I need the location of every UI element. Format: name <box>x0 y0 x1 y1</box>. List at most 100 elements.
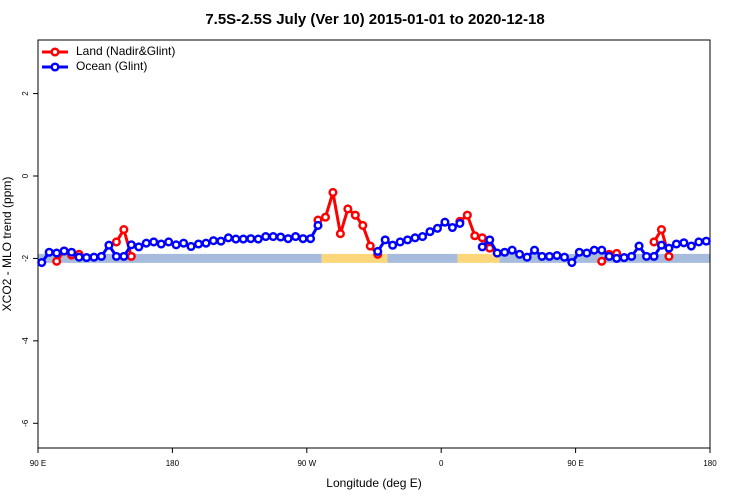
series-point <box>298 234 308 244</box>
series-point <box>373 246 383 256</box>
series-point <box>597 245 607 255</box>
legend-marker <box>50 62 60 72</box>
series-point <box>403 235 413 245</box>
series-point <box>395 237 405 247</box>
series-point <box>89 252 99 262</box>
y-axis-label: XCO2 - MLO trend (ppm) <box>0 177 14 312</box>
y-tick-label: 0 <box>21 173 30 178</box>
series-point <box>597 256 607 266</box>
series-point <box>477 242 487 252</box>
series-point <box>358 220 368 231</box>
series-point <box>425 227 435 237</box>
series-point <box>59 246 69 256</box>
series-point <box>410 233 420 243</box>
series-point <box>500 247 510 257</box>
series-point <box>44 247 54 257</box>
series-point <box>462 210 472 220</box>
series-point <box>485 235 495 245</box>
series-point <box>515 249 525 259</box>
series-point <box>52 256 62 266</box>
y-tick-label: -4 <box>21 337 30 345</box>
x-tick-label: 0 <box>439 459 444 468</box>
series-point <box>223 233 233 243</box>
series-point <box>649 251 659 261</box>
series-point <box>679 238 689 248</box>
series-point <box>656 240 667 250</box>
series-point <box>305 234 316 244</box>
y-tick-label: 2 <box>21 91 30 96</box>
x-tick-label: 180 <box>166 459 180 468</box>
series-point <box>193 239 204 249</box>
series-point <box>119 225 129 235</box>
series-point <box>649 237 659 247</box>
x-axis-label: Longitude (deg E) <box>326 476 421 490</box>
series-point <box>276 232 286 242</box>
series-point <box>149 237 159 247</box>
series-point <box>589 245 599 255</box>
y-tick-label: -2 <box>21 254 30 262</box>
series-point <box>604 251 614 261</box>
series-point <box>470 231 480 241</box>
series-point <box>634 241 644 251</box>
series-point <box>492 248 502 258</box>
series-point <box>164 237 174 247</box>
series-point <box>619 253 629 263</box>
series-point <box>291 232 301 242</box>
x-tick-label: 180 <box>703 459 717 468</box>
series-point <box>671 239 681 249</box>
series-point <box>179 238 189 248</box>
series-point <box>313 220 323 231</box>
series-point <box>81 253 92 263</box>
series-point <box>567 257 577 268</box>
series-point <box>246 234 256 244</box>
series-point <box>455 218 465 228</box>
series-point <box>694 237 704 247</box>
x-tick-label: 90 W <box>297 459 316 468</box>
series-point <box>656 225 667 235</box>
series-point <box>447 222 457 233</box>
plot-frame <box>37 39 711 449</box>
series-point <box>67 247 77 257</box>
series-point <box>552 250 562 261</box>
series-point <box>320 212 331 222</box>
series-point <box>335 229 345 239</box>
legend-label: Ocean (Glint) <box>76 59 147 73</box>
series-point <box>701 236 711 246</box>
series-point <box>171 240 181 250</box>
series-point <box>388 240 398 250</box>
series-point <box>96 251 107 261</box>
series-point <box>268 232 278 242</box>
series-point <box>350 210 360 220</box>
x-tick-label: 90 E <box>30 459 46 468</box>
series-point <box>126 240 136 250</box>
series-point <box>37 257 47 268</box>
series-point <box>134 242 144 252</box>
series-point <box>612 253 622 263</box>
series-point <box>537 251 547 261</box>
series-point <box>365 241 375 251</box>
series-point <box>574 247 584 257</box>
legend-marker <box>50 47 60 57</box>
series-point <box>104 240 114 250</box>
series-point <box>141 238 151 248</box>
series-point <box>52 248 62 258</box>
series-point <box>201 238 211 248</box>
series-point <box>582 248 592 258</box>
series-point <box>283 234 293 244</box>
series-point <box>119 251 129 261</box>
series-point <box>186 241 196 252</box>
series-point <box>544 251 555 261</box>
series-point <box>664 243 674 253</box>
series-point <box>261 232 271 242</box>
series-point <box>111 237 121 247</box>
series-point <box>238 234 248 244</box>
y-tick-label: -6 <box>21 419 30 427</box>
series-point <box>529 245 540 255</box>
series-point <box>522 252 532 262</box>
series-point <box>477 233 487 243</box>
series-point <box>627 251 637 261</box>
series-point <box>74 252 84 262</box>
series-point <box>231 234 241 244</box>
series-point <box>156 239 166 249</box>
